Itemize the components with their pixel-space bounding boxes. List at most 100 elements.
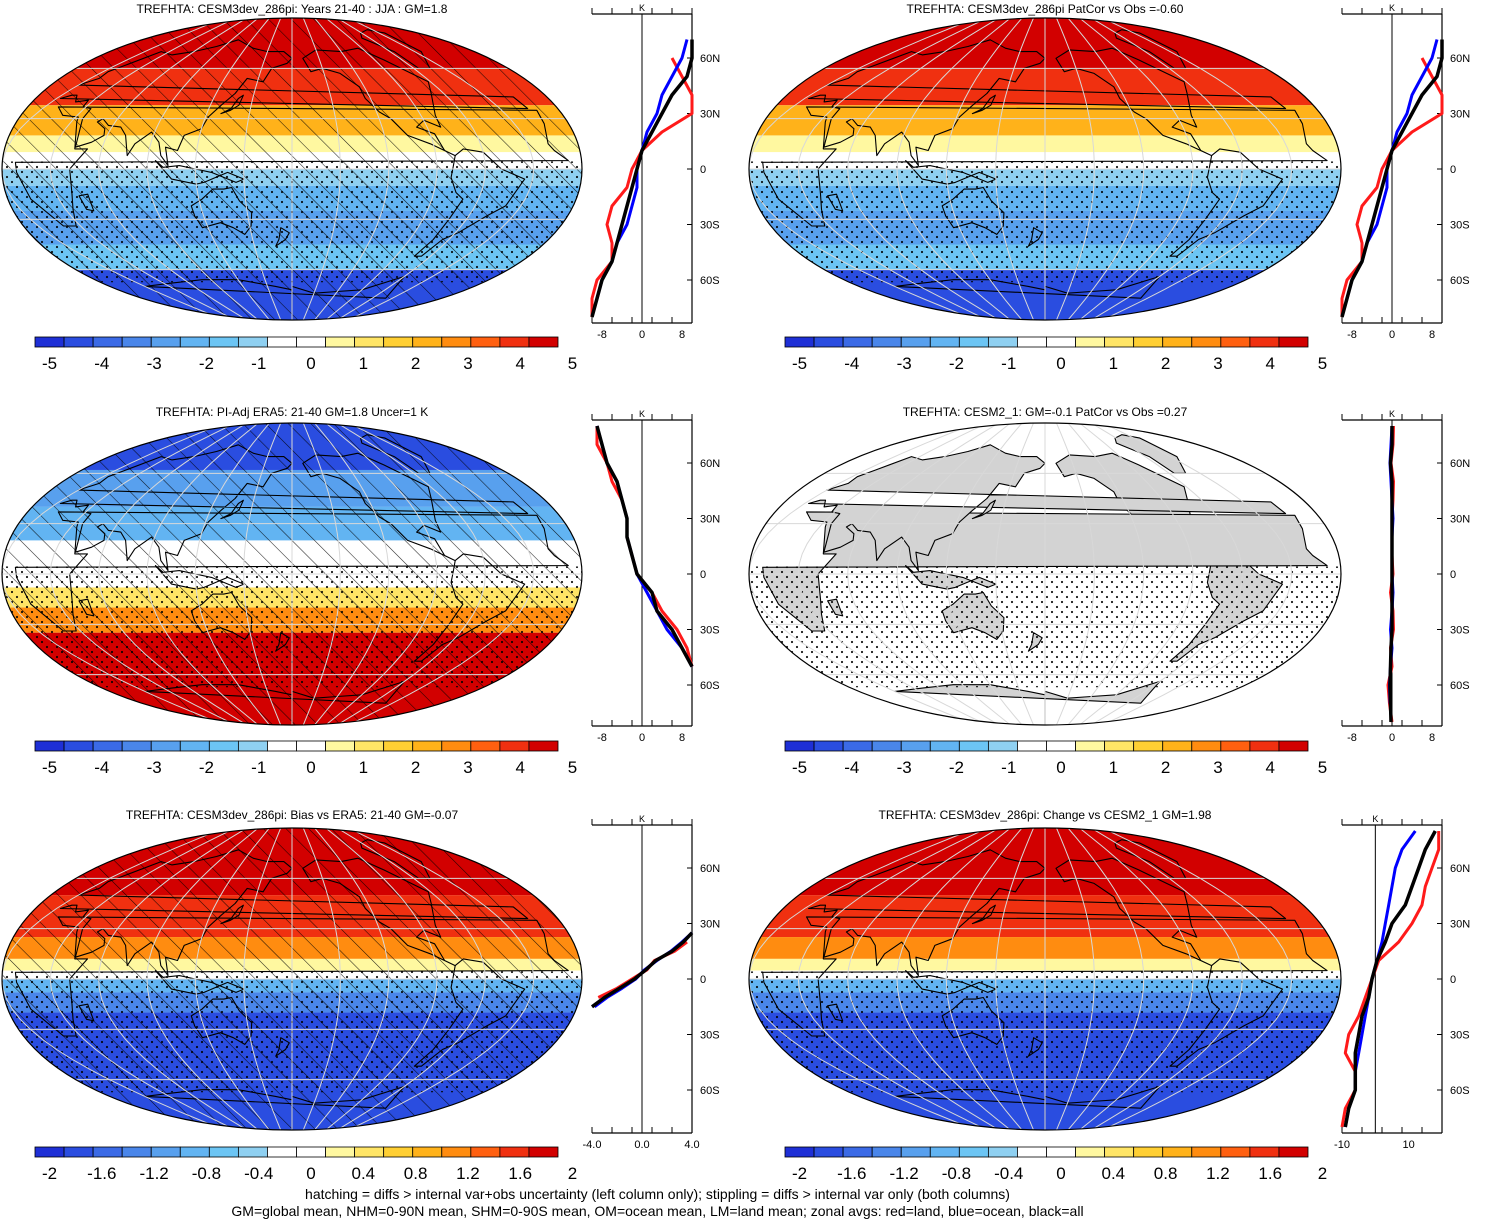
longitude-line [2, 18, 225, 320]
colorbar-swatch [470, 336, 501, 348]
y-tick-label: 60N [700, 458, 720, 470]
x-tick-label: 0 [639, 732, 645, 744]
longitude-line [847, 828, 1000, 1130]
panel-2: TREFHTA: CESM3dev_286pi PatCor vs Obs =-… [748, 2, 1470, 373]
y-tick-label: 60S [700, 680, 720, 692]
panel-title: TREFHTA: CESM3dev_286pi PatCor vs Obs =-… [907, 2, 1184, 16]
colorbar-swatch [1046, 336, 1076, 348]
x-tick-label: 8 [1429, 732, 1435, 744]
y-tick-label: 0 [1450, 569, 1456, 581]
colorbar-swatch [179, 336, 210, 348]
colorbar-swatch [237, 1146, 268, 1158]
colorbar-swatch [383, 336, 414, 348]
colorbar-tick-label: 0.8 [404, 1164, 428, 1183]
map-outline [1, 17, 583, 321]
map [1, 422, 583, 726]
colorbar-swatch [1278, 740, 1309, 752]
longitude-line [146, 423, 259, 725]
zonal-line-all [1388, 426, 1394, 723]
colorbar-tick-label: 1 [359, 758, 368, 777]
x-tick-label: 0 [1389, 732, 1395, 744]
colorbar-swatch [1075, 336, 1106, 348]
zonal-average-plot: K -8 0 8 60N 30N 0 30S 60S [1340, 3, 1470, 341]
longitude-line [348, 18, 535, 320]
longitude-line [1056, 423, 1095, 725]
colorbar-tick-label: -1 [251, 758, 266, 777]
longitude-line [995, 18, 1034, 320]
colorbar-swatch [179, 740, 210, 752]
colorbar-swatch [813, 336, 844, 348]
colorbar-tick-label: -2 [199, 354, 214, 373]
colorbar: -2 -1.6 -1.2 -0.8 -0.4 0 0.4 0.8 1.2 1.6 2 [784, 1146, 1327, 1183]
y-tick-label: 30N [1450, 919, 1470, 931]
y-tick-label: 0 [700, 164, 706, 176]
colorbar-swatch [987, 740, 1018, 752]
longitude-line [995, 423, 1034, 725]
colorbar-swatch [958, 740, 989, 752]
colorbar-swatch [441, 336, 472, 348]
colorbar-tick-label: 1 [1109, 758, 1118, 777]
colorbar-swatch [871, 1146, 902, 1158]
x-tick-label: 0 [1389, 329, 1395, 341]
colorbar-tick-label: -1.2 [139, 1164, 168, 1183]
colorbar-tick-label: 2 [411, 354, 420, 373]
zonal-average-plot: K -8 0 8 60N 30N 0 30S 60S [1341, 409, 1470, 744]
colorbar-tick-label: 0 [1056, 354, 1065, 373]
colorbar-swatch [958, 1146, 989, 1158]
colorbar-swatch [1191, 740, 1222, 752]
longitude-line [314, 18, 390, 320]
colorbar-swatch [929, 336, 960, 348]
x-tick-label: -4.0 [583, 1139, 602, 1151]
eurasia-coastline [808, 849, 1287, 977]
footer-note-hatching: hatching = diffs > internal var+obs unce… [305, 1186, 1010, 1202]
colorbar-tick-label: 2 [568, 1164, 577, 1183]
unit-label: K [1372, 814, 1378, 824]
colorbar-swatch [325, 1146, 356, 1158]
longitude-line [847, 18, 1000, 320]
longitude-line [1067, 828, 1145, 1130]
colorbar-tick-label: -0.8 [942, 1164, 971, 1183]
longitude-line [336, 423, 486, 725]
antarctica-coastline [894, 680, 1161, 725]
map-field [749, 423, 1341, 725]
colorbar-swatch [150, 336, 181, 348]
map-field [2, 423, 582, 725]
japan-coastline [971, 499, 996, 520]
colorbar-tick-label: 4 [515, 758, 524, 777]
colorbar-tick-label: 5 [568, 354, 577, 373]
zonal-line-land [590, 57, 694, 317]
longitude-line [1090, 828, 1243, 1130]
colorbar: -5 -4 -3 -2 -1 0 1 2 3 4 5 [34, 336, 577, 373]
colorbar-tick-label: -0.4 [244, 1164, 273, 1183]
y-tick-label: 30S [1450, 1030, 1470, 1042]
y-tick-label: 30N [1450, 514, 1470, 526]
colorbar-swatch [813, 1146, 844, 1158]
colorbar-swatch [412, 740, 443, 752]
colorbar-swatch [1220, 336, 1251, 348]
longitude-line [1067, 423, 1145, 725]
colorbar-tick-label: 3 [1213, 758, 1222, 777]
colorbar-swatch [383, 1146, 414, 1158]
colorbar-swatch [354, 336, 385, 348]
y-tick-label: 0 [700, 569, 706, 581]
zonal-line-all [590, 39, 694, 318]
longitude-line [194, 423, 270, 725]
graticule [749, 423, 1341, 725]
colorbar-tick-label: 0.8 [1154, 1164, 1178, 1183]
y-tick-label: 60N [1450, 458, 1470, 470]
x-tick-label: 0 [639, 329, 645, 341]
colorbar-swatch [871, 740, 902, 752]
longitude-line [896, 423, 1011, 725]
colorbar-swatch [92, 1146, 123, 1158]
map-field [2, 18, 582, 320]
y-tick-label: 0 [1450, 164, 1456, 176]
colorbar-swatch [267, 1146, 297, 1158]
longitude-line [2, 423, 225, 725]
colorbar-swatch [1046, 740, 1076, 752]
graticule [2, 423, 582, 725]
unit-label: K [639, 409, 645, 419]
colorbar-swatch [1133, 336, 1164, 348]
longitude-line [348, 423, 535, 725]
colorbar-tick-label: -5 [42, 758, 57, 777]
colorbar-swatch [34, 740, 65, 752]
